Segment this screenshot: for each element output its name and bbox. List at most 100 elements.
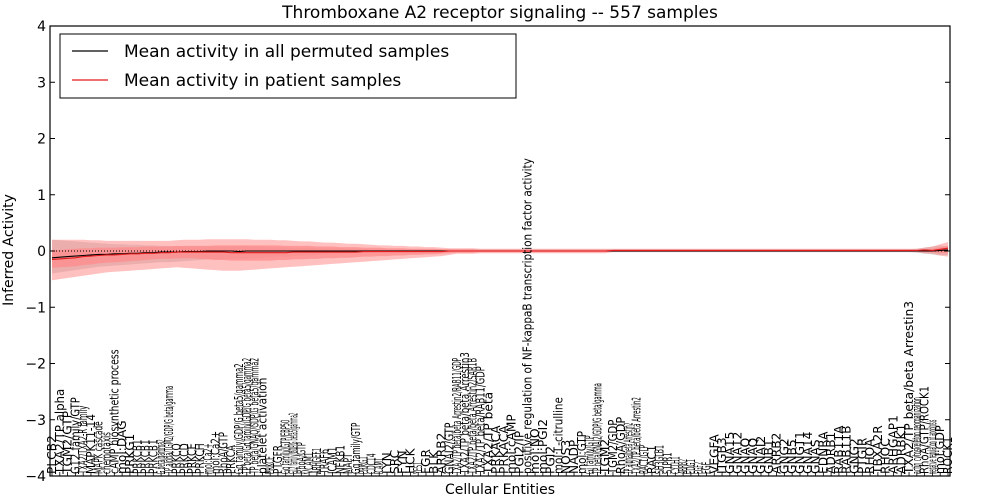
- x-tick-label: NOS3: [559, 440, 573, 474]
- x-tick-label: EGF: [700, 462, 714, 474]
- x-tick-label: CYTH1: [668, 456, 682, 474]
- x-tick-label: RHOA: [863, 438, 877, 474]
- x-tick-label: G12 family/GDP/G beta5/gamma2: [287, 413, 301, 474]
- x-tick-label: TP beta/GNAQ/GDP/G beta5/gamma2: [248, 358, 262, 475]
- x-tick-label: TP beta/GNAI2/GDP/G beta/gamma: [590, 383, 604, 474]
- x-tick-label: LYN: [380, 452, 394, 474]
- legend: Mean activity in all permuted samples Mea…: [59, 33, 517, 99]
- x-tick-label: S1PR1: [661, 452, 675, 474]
- y-tick-label: 1: [37, 188, 46, 204]
- x-tick-label: ICAM1: [326, 447, 340, 474]
- x-tick-label: ITGB3: [715, 437, 729, 474]
- y-tick-label: 2: [37, 132, 46, 148]
- x-tick-label: negative regulation of apoptosis: [925, 420, 939, 474]
- x-tick-label: EDNRA: [816, 431, 830, 474]
- x-tick-label: TXA2/TXA2-R family: [76, 406, 90, 475]
- x-tick-label: YES1: [411, 462, 425, 474]
- x-axis-label: Cellular Entities: [445, 482, 555, 498]
- x-tick-label: RhoA/GTP/ROCK1: [918, 386, 932, 474]
- y-tick-label: 3: [37, 75, 46, 91]
- y-axis-label: Inferred Activity: [1, 194, 17, 306]
- x-tick-label: GNAS: [809, 439, 823, 474]
- x-tick-label: Gi family/GTP: [583, 436, 597, 475]
- x-tick-label: positive regulation of NF-kappaB transcr…: [520, 158, 534, 474]
- x-tick-label: ICAM1: [372, 458, 386, 474]
- x-tick-label: RhoA/GTP: [216, 432, 230, 474]
- x-tick-label: SH3GLB1: [653, 445, 667, 474]
- x-tick-label: CDC14: [364, 453, 378, 474]
- x-tick-label: TXA2/TP beta/beta Arrestin2: [629, 397, 643, 474]
- x-tick-label: G12 family/GTP: [68, 397, 82, 474]
- x-tick-label: TXA2/TP beta/beta Arrestin3: [902, 301, 916, 475]
- x-tick-label: Gq family/GDP/G beta5/gamma2: [232, 364, 246, 475]
- x-tick-label: VEGFA: [707, 434, 721, 474]
- x-tick-label: MAPT: [341, 453, 355, 474]
- x-tick-label: actin cytoskeleton reorganization: [910, 397, 924, 474]
- x-tick-label: RHOC: [879, 438, 893, 474]
- x-tick-label: GNB5: [785, 439, 799, 474]
- x-tick-label: FGF2: [692, 462, 706, 474]
- x-tick-label: RAC1/GTP: [637, 445, 651, 474]
- x-tick-label: PRKCA: [224, 445, 238, 474]
- x-tick-label: GNG2: [777, 438, 791, 474]
- x-tick-label: FYN: [396, 450, 410, 474]
- x-tick-label: PTGFR: [271, 445, 285, 474]
- x-tick-label: TXA2/TP beta: [481, 392, 495, 475]
- x-tick-label: GNAQ: [738, 438, 752, 474]
- x-tick-label: mol:cAMP: [505, 414, 519, 474]
- x-tick-label: NADP: [567, 440, 581, 474]
- x-tick-label: TXA2/TP beta/beta Arrestin2/SAR1B: [466, 358, 480, 475]
- axes-frame: [49, 25, 951, 477]
- x-tick-label: TGM2: [598, 439, 612, 475]
- x-tick-label: TGM2/GTP: [61, 411, 75, 475]
- x-tick-label: PLCB2: [45, 435, 59, 474]
- x-tick-label: NFKB1: [333, 445, 347, 474]
- x-tick-label: TXA2/TP beta/RAB11/GDP: [474, 366, 488, 474]
- x-tick-label: cAMP biosynthetic process: [107, 349, 121, 474]
- x-tick-label: PRKCH: [193, 443, 207, 474]
- x-tick-label: GNG2: [848, 438, 862, 474]
- x-tick-label: ADRBK1: [894, 424, 908, 474]
- x-tick-label: MAPK11-14: [84, 414, 98, 474]
- x-tick-label: GNGT1: [793, 431, 807, 474]
- x-tick-label: ADRB1: [824, 432, 838, 474]
- x-tick-label: TBXA2R: [871, 425, 885, 475]
- x-tick-label: SRC: [388, 450, 402, 474]
- x-tick-label: TXA2/TP beta/beta Arrestin3: [458, 352, 472, 475]
- legend-box: [59, 33, 517, 99]
- x-tick-label: ARHGEF1: [310, 448, 324, 474]
- x-tick-label: PRKCB1: [139, 439, 153, 474]
- x-tick-label: RAC1: [645, 445, 659, 474]
- x-tick-label: ARRB2: [770, 433, 784, 474]
- x-tick-label: PRKCB1: [131, 439, 145, 474]
- x-tick-label: GNA14: [801, 431, 815, 474]
- chart-title: Thromboxane A2 receptor signaling -- 557…: [281, 3, 718, 23]
- x-tick-label: ARHGAP1: [887, 415, 901, 474]
- x-tick-label: PRKCE: [263, 456, 277, 474]
- x-tick-label: TRAF6: [318, 449, 332, 475]
- x-tick-label: ARRB2: [435, 433, 449, 474]
- x-tick-label: platelet activation: [255, 378, 269, 474]
- x-tick-label: PRKCE: [185, 443, 199, 474]
- x-tick-label: GNA12: [731, 432, 745, 474]
- x-tick-label: FGR: [419, 449, 433, 474]
- x-tick-label: G beta/gamma2: [154, 439, 168, 474]
- x-tick-label: PGI2: [544, 446, 558, 474]
- x-tick-label: RhoA/GDP: [614, 417, 628, 474]
- x-tick-label: TXA2/TP alpha: [53, 389, 67, 475]
- x-tick-label: TXA2/TP beta/beta Arrestin2/RAB11/GDP: [450, 358, 464, 475]
- y-tick-label: −1: [25, 300, 46, 316]
- x-tick-label: Gq family/GTP: [349, 423, 363, 474]
- x-tick-label: TP alpha/beta Arrestin2: [622, 423, 636, 475]
- x-tick-label: mol:Ca2+: [201, 443, 215, 474]
- y-tick-label: 4: [37, 19, 46, 35]
- y-tick-label: −3: [25, 413, 46, 429]
- x-tick-label: ARRB2: [676, 459, 690, 474]
- x-tick-label: PRKACA: [489, 425, 503, 474]
- x-tick-label: GNAQ: [746, 438, 760, 474]
- x-tick-label: mol:Ca2+: [209, 431, 223, 474]
- x-tick-label: PRKACA: [497, 425, 511, 474]
